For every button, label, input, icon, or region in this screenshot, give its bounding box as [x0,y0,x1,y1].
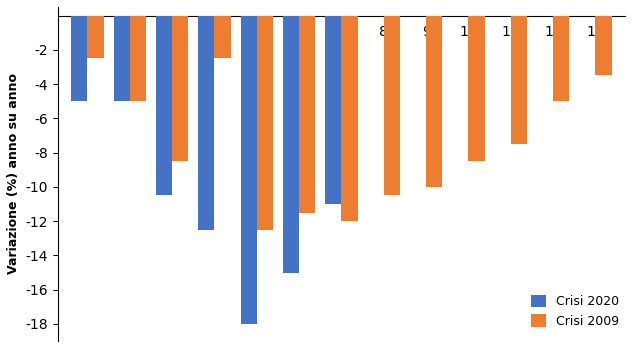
Bar [426,16,442,187]
Bar [156,16,172,196]
Bar [198,16,214,230]
Bar [241,16,257,324]
Bar [283,16,299,272]
Bar [71,16,87,101]
Bar [87,16,104,58]
Bar [553,16,569,101]
Bar [130,16,146,101]
Bar [114,16,130,101]
Bar [299,16,315,213]
Bar [384,16,400,196]
Y-axis label: Variazione (%) anno su anno: Variazione (%) anno su anno [7,73,20,275]
Bar [172,16,188,161]
Bar [214,16,231,58]
Bar [325,16,341,204]
Bar [511,16,527,144]
Bar [468,16,485,161]
Bar [595,16,612,76]
Bar [257,16,273,230]
Legend: Crisi 2020, Crisi 2009: Crisi 2020, Crisi 2009 [531,295,619,328]
Bar [341,16,358,221]
